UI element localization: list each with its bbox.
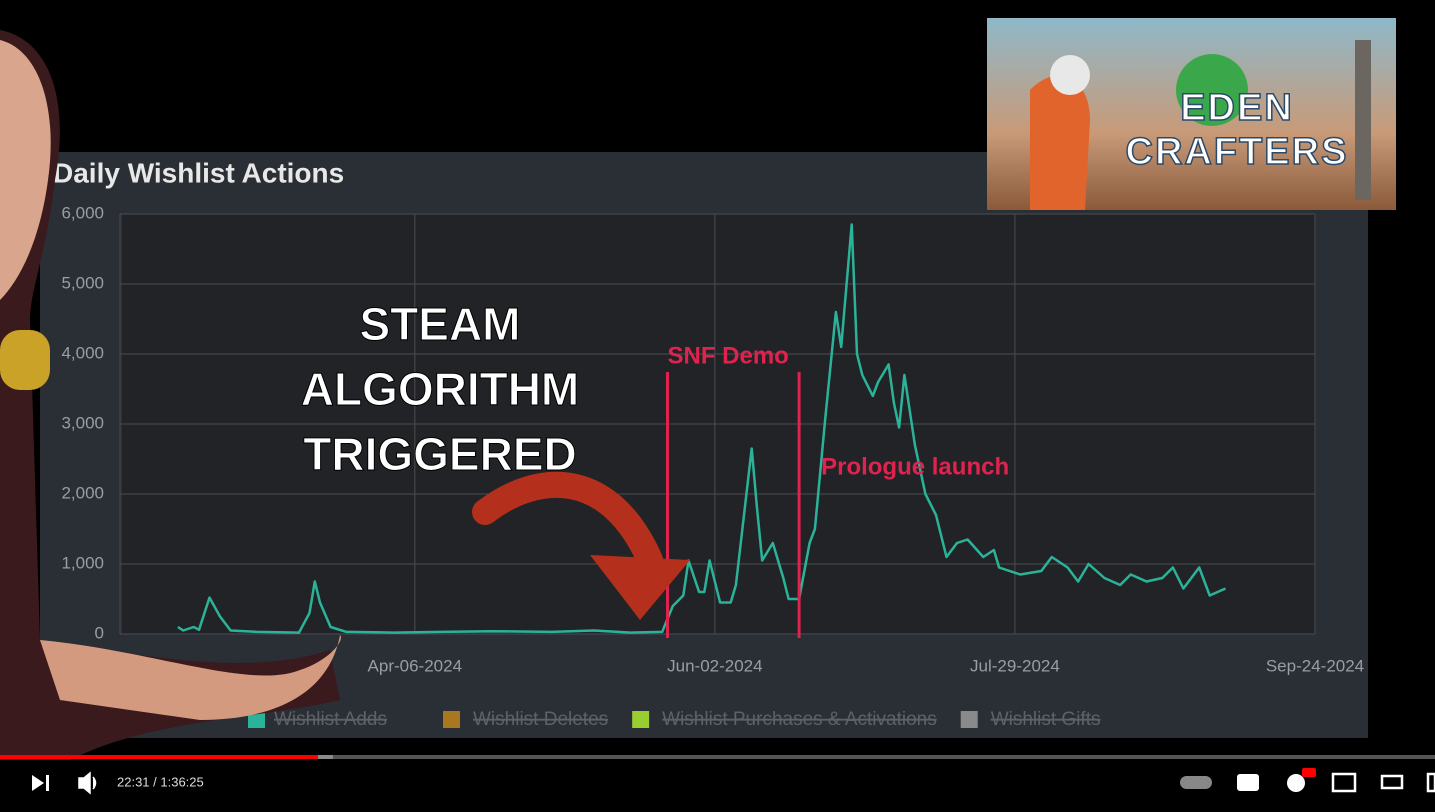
next-button-bar [46,775,49,791]
helmet [1050,55,1090,95]
plot: 0 1,000 2,000 3,000 4,000 5,000 6,000 Apr-06-20… [61,203,1364,730]
time-display: 22:31 / 1:36:25 [117,774,204,789]
legend-swatch [960,711,978,728]
legend-label: Wishlist Purchases & Activations [662,709,937,730]
arrow [472,472,663,573]
y-tick-label: 5,000 [61,273,104,292]
y-tick-label: 2,000 [61,483,104,502]
tower [1355,40,1371,200]
autoplay-toggle[interactable] [1180,776,1212,789]
legend-swatch [632,711,650,728]
annotation-label: SNF Demo [667,342,788,369]
y-tick-label: 4,000 [61,343,104,362]
x-tick-label: Jul-29-2024 [970,656,1060,675]
overlay-line: ALGORITHM [301,363,580,415]
settings-button[interactable] [1287,774,1305,792]
overlay-line: TRIGGERED [303,428,576,480]
microphone [0,330,50,390]
progress-played [0,755,318,759]
next-button[interactable] [32,775,44,791]
y-tick-label: 0 [95,623,104,642]
y-tick-label: 6,000 [61,203,104,222]
presenter-hand [40,635,341,720]
arrow-head [590,555,690,620]
legend-swatch [248,711,265,728]
captions-button[interactable] [1237,774,1259,791]
presenter-face [0,40,51,300]
progress-track [0,755,1435,759]
thumbnail-line: EDEN [1180,87,1294,129]
theater-button[interactable] [1380,774,1404,790]
annotation-label: Prologue launch [821,453,1009,480]
x-tick-label: Apr-06-2024 [368,656,463,675]
thumbnail-line: CRAFTERS [1126,131,1349,173]
chart-title: Daily Wishlist Actions [53,157,344,188]
astronaut [1030,75,1090,210]
legend-swatch [443,711,460,728]
volume-button[interactable] [78,771,97,795]
series-line [177,223,1227,634]
fullscreen-button[interactable] [1426,772,1435,793]
legend-label: Wishlist Gifts [991,709,1101,730]
planet [1176,54,1248,126]
legend-label: Wishlist Adds [274,709,387,730]
x-tick-label: Jun-02-2024 [667,656,762,675]
y-tick-label: 3,000 [61,413,104,432]
y-tick-label: 1,000 [61,553,104,572]
hd-badge [1302,768,1316,777]
x-tick-label: Sep-24-2024 [1266,656,1364,675]
overlay-text: STEAM ALGORITHM TRIGGERED [300,298,580,481]
legend-label: Wishlist Deletes [473,709,608,730]
miniplayer-button[interactable] [1331,772,1357,793]
overlay-line: STEAM [360,298,521,350]
